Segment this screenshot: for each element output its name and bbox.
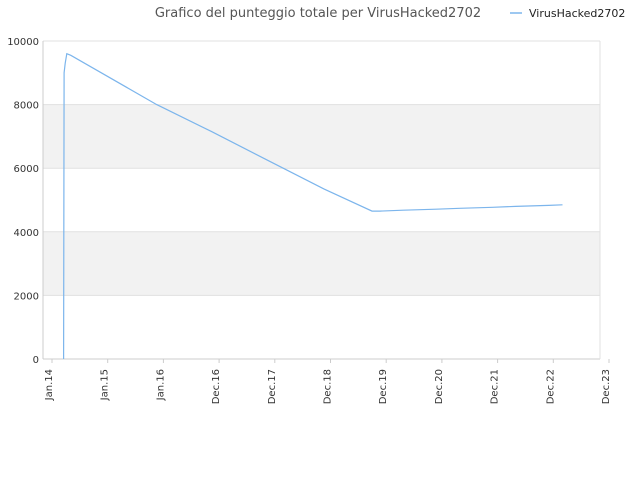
x-axis-ticks: Jan.14 Jan.15 Jan.16 Dec.16 Dec.17 Dec.18 Dec.…: [44, 359, 612, 404]
plot-band: [43, 104, 600, 169]
plot-band: [43, 231, 600, 296]
x-tick-label: Jan.15: [100, 369, 111, 401]
legend-label: VirusHacked2702: [529, 7, 625, 20]
x-tick-label: Dec.20: [434, 369, 445, 404]
gridlines: [43, 40, 600, 360]
y-axis-ticks: 0 2000 4000 6000 8000 10000: [7, 37, 39, 366]
x-tick-label: Dec.22: [545, 369, 556, 404]
y-tick-label: 4000: [14, 228, 39, 239]
y-tick-label: 2000: [14, 291, 39, 302]
x-tick-label: Jan.16: [155, 369, 166, 401]
chart-title: Grafico del punteggio totale per VirusHa…: [155, 6, 481, 21]
y-tick-label: 0: [33, 355, 39, 366]
x-tick-label: Dec.21: [490, 369, 501, 404]
x-tick-label: Dec.17: [267, 369, 278, 404]
y-tick-label: 6000: [14, 164, 39, 175]
x-tick-label: Dec.19: [378, 369, 389, 404]
legend[interactable]: VirusHacked2702: [510, 7, 625, 20]
y-tick-label: 8000: [14, 101, 39, 112]
x-tick-label: Jan.14: [44, 369, 55, 401]
series-line: [62, 52, 563, 360]
x-tick-label: Dec.23: [601, 369, 612, 404]
axes: [42, 41, 601, 360]
plot-bands: [43, 104, 600, 296]
x-tick-label: Dec.16: [211, 369, 222, 404]
x-tick-label: Dec.18: [323, 369, 334, 404]
series-layer: [62, 52, 563, 360]
y-tick-label: 10000: [7, 37, 39, 48]
